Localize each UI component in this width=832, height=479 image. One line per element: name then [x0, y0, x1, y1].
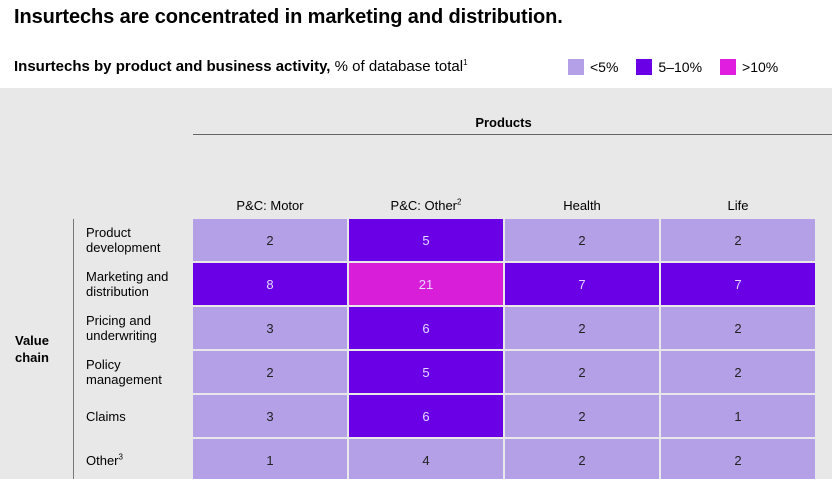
row-label-wrap: Policy management	[86, 357, 191, 387]
heatmap-cell: 6	[349, 307, 503, 349]
value-chain-line-1: Value	[15, 333, 49, 348]
value-chain-line-2: chain	[15, 350, 49, 365]
column-header: P&C: Motor	[193, 198, 347, 213]
row-label: Other3	[86, 439, 191, 479]
legend-swatch	[636, 59, 653, 75]
heatmap-cell: 7	[661, 263, 815, 305]
heatmap-cell: 21	[349, 263, 503, 305]
heatmap-cell: 5	[349, 219, 503, 261]
heatmap-cell: 2	[661, 219, 815, 261]
chart-title: Insurtechs are concentrated in marketing…	[14, 6, 563, 28]
row-label-text: Pricing and underwriting	[86, 313, 157, 343]
chart-subtitle: Insurtechs by product and business activ…	[14, 58, 468, 75]
column-header-label: P&C: Other	[390, 198, 457, 213]
row-label: Policy management	[86, 351, 191, 393]
heatmap-cell: 7	[505, 263, 659, 305]
heatmap-cell: 4	[349, 439, 503, 479]
subtitle-footnote: 1	[463, 58, 468, 67]
legend-item: 5–10%	[636, 59, 702, 75]
legend-item: <5%	[568, 59, 618, 75]
column-header: P&C: Other2	[349, 198, 503, 213]
heatmap-cell: 1	[193, 439, 347, 479]
legend: <5% 5–10% >10%	[568, 59, 778, 75]
heatmap-cell: 2	[505, 307, 659, 349]
heatmap-cell: 2	[505, 439, 659, 479]
row-label-text: Claims	[86, 408, 126, 424]
row-label: Product development	[86, 219, 191, 261]
row-label-wrap: Pricing and underwriting	[86, 313, 191, 343]
row-label-text: Marketing and distribution	[86, 269, 169, 299]
legend-item: >10%	[720, 59, 778, 75]
heatmap-cell: 2	[193, 351, 347, 393]
heatmap-cell: 2	[505, 219, 659, 261]
row-label-text: Product development	[86, 225, 161, 255]
heatmap-panel: Products Value chain P&C: Motor P&C: Othe…	[0, 88, 832, 479]
column-header-label: Life	[727, 198, 749, 213]
heatmap-cell: 2	[661, 307, 815, 349]
heatmap-cell: 2	[661, 351, 815, 393]
column-header-footnote: 2	[457, 197, 462, 207]
heatmap-cell: 3	[193, 395, 347, 437]
legend-label: 5–10%	[658, 59, 703, 75]
heatmap-cell: 3	[193, 307, 347, 349]
column-header-label: P&C: Motor	[236, 198, 304, 213]
row-label-wrap: Other3	[86, 453, 123, 468]
legend-swatch	[720, 59, 737, 75]
row-label-wrap: Claims	[86, 409, 126, 424]
heatmap-cell: 6	[349, 395, 503, 437]
row-label: Pricing and underwriting	[86, 307, 191, 349]
heatmap-cell: 2	[505, 351, 659, 393]
heatmap-cell: 5	[349, 351, 503, 393]
value-chain-axis-title: Value chain	[15, 332, 49, 366]
products-axis-title: Products	[475, 115, 532, 130]
heatmap-cell: 2	[193, 219, 347, 261]
heatmap-cell: 2	[661, 439, 815, 479]
value-chain-rule	[73, 219, 74, 479]
row-label-wrap: Product development	[86, 225, 191, 255]
products-rule	[193, 134, 832, 135]
heatmap-cell: 2	[505, 395, 659, 437]
legend-label: >10%	[742, 59, 779, 75]
row-label-wrap: Marketing and distribution	[86, 269, 191, 299]
legend-label: <5%	[590, 59, 619, 75]
row-label-footnote: 3	[118, 452, 123, 462]
legend-swatch	[568, 59, 584, 75]
column-header: Health	[505, 198, 659, 213]
row-label: Marketing and distribution	[86, 263, 191, 305]
subtitle-bold: Insurtechs by product and business activ…	[14, 58, 331, 75]
row-label-text: Policy management	[86, 357, 162, 387]
row-label: Claims	[86, 395, 191, 437]
subtitle-rest: % of database total	[330, 58, 464, 75]
row-label-text: Other	[86, 452, 119, 468]
heatmap-cell: 1	[661, 395, 815, 437]
column-header-label: Health	[563, 198, 601, 213]
heatmap-cell: 8	[193, 263, 347, 305]
column-header: Life	[661, 198, 815, 213]
